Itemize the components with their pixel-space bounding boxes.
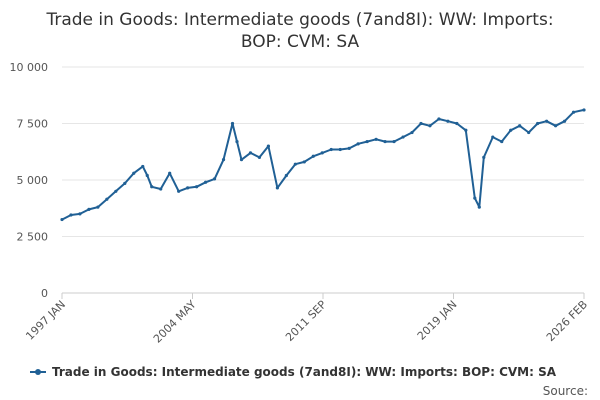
data-point[interactable] [266,144,271,148]
data-point[interactable] [302,160,306,164]
data-point[interactable] [96,205,100,209]
y-tick-label: 10 000 [10,61,49,74]
data-point[interactable] [500,139,504,144]
source-label: Source: [543,384,588,398]
data-point[interactable] [168,171,172,175]
data-point[interactable] [527,130,531,135]
y-tick-label: 2 500 [17,231,49,244]
x-tick-label: 2026 FEB [544,298,590,344]
data-point[interactable] [293,162,297,166]
legend[interactable]: Trade in Goods: Intermediate goods (7and… [30,365,557,379]
data-point[interactable] [518,124,522,128]
data-point[interactable] [571,110,576,114]
data-point[interactable] [455,121,459,126]
data-point[interactable] [446,119,450,123]
data-point[interactable] [392,139,396,144]
data-point[interactable] [186,186,190,190]
x-tick-label: 2019 JAN [415,298,460,343]
data-point[interactable] [477,205,481,209]
data-point[interactable] [275,186,279,190]
data-point[interactable] [145,173,149,178]
data-point[interactable] [356,142,360,146]
data-point[interactable] [374,137,378,141]
legend-marker [35,369,41,375]
x-tick-label: 2004 MAY [151,298,199,346]
gridlines [62,66,584,294]
x-axis-ticks: 1997 JAN 2004 MAY 2011 SEP 2019 JAN 2026 FEB [23,293,590,346]
chart-title: Trade in Goods: Intermediate goods (7and… [45,10,553,52]
data-point[interactable] [212,177,217,181]
data-point[interactable] [338,147,342,152]
data-point[interactable] [311,154,315,158]
data-point[interactable] [195,185,199,189]
data-point[interactable] [491,135,495,139]
data-point[interactable] [60,217,64,222]
data-point[interactable] [284,173,288,178]
data-point[interactable] [78,212,82,216]
data-point[interactable] [87,207,91,211]
data-point[interactable] [230,121,235,126]
legend-label[interactable]: Trade in Goods: Intermediate goods (7and… [52,365,557,379]
y-tick-label: 5 000 [17,174,49,187]
data-point[interactable] [347,146,351,150]
data-point[interactable] [221,158,226,162]
data-point[interactable] [320,151,324,155]
data-point[interactable] [473,196,477,200]
series-lines [60,108,586,222]
data-point[interactable] [329,147,333,152]
data-point[interactable] [428,124,432,128]
data-point[interactable] [482,155,486,159]
data-point[interactable] [150,185,154,189]
y-axis-ticks: 0 2 500 5 000 7 500 10 000 [10,61,49,300]
data-point[interactable] [123,181,127,185]
data-point[interactable] [365,139,369,144]
data-point[interactable] [159,187,163,191]
x-tick-label: 1997 JAN [23,298,68,343]
data-point[interactable] [410,130,414,135]
data-point[interactable] [464,128,468,132]
data-point[interactable] [437,117,441,121]
data-point[interactable] [419,121,423,126]
data-point[interactable] [545,119,549,123]
data-point[interactable] [114,189,118,193]
data-point[interactable] [553,124,558,128]
data-point[interactable] [536,121,540,126]
data-point[interactable] [239,158,244,162]
data-point[interactable] [248,151,253,155]
data-point[interactable] [383,139,387,144]
y-tick-label: 0 [41,287,48,300]
y-tick-label: 7 500 [17,118,49,131]
data-point[interactable] [562,119,567,123]
data-point[interactable] [401,135,405,139]
chart-title-line: BOP: CVM: SA [241,32,360,52]
data-point[interactable] [105,197,109,201]
data-point[interactable] [509,128,513,132]
x-tick-label: 2011 SEP [283,298,329,344]
data-point[interactable] [177,189,181,193]
data-point[interactable] [132,171,136,175]
series-line [61,108,585,221]
data-point[interactable] [235,139,239,144]
data-point[interactable] [203,180,208,184]
chart-title-line: Trade in Goods: Intermediate goods (7and… [45,10,553,30]
data-point[interactable] [141,164,145,169]
data-point[interactable] [69,213,73,217]
data-point[interactable] [582,108,586,112]
data-point[interactable] [257,155,262,159]
